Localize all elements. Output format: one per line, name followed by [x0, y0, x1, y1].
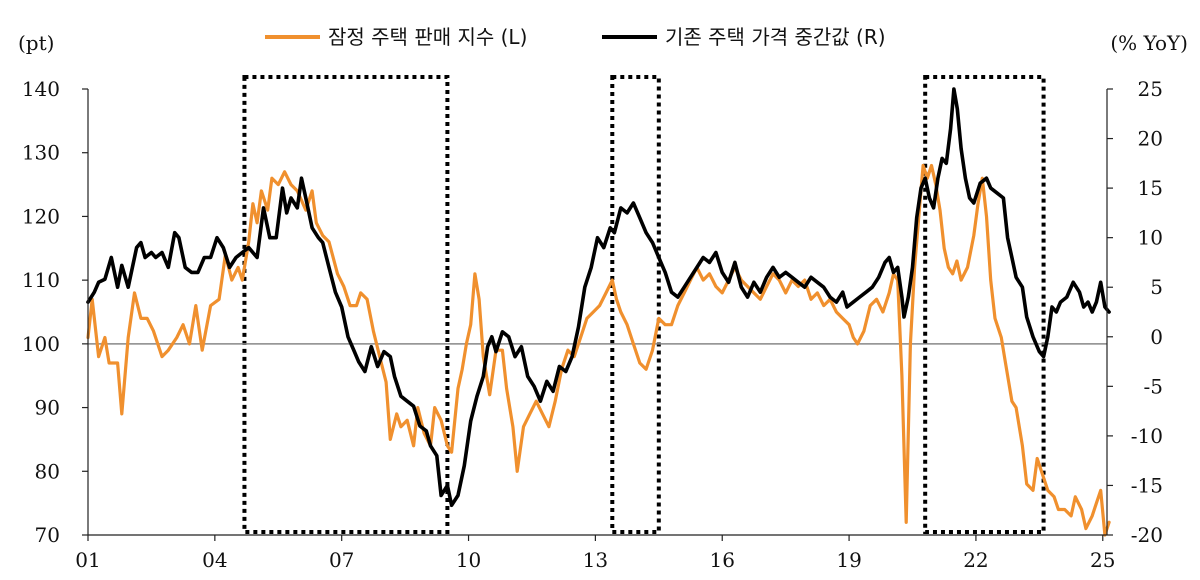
x-tick-label: 07: [329, 548, 354, 572]
highlight-box-0: [242, 75, 450, 534]
plot-lines: [86, 87, 1111, 537]
x-tick-label: 22: [963, 548, 988, 572]
right-tick-label: 25: [1138, 77, 1163, 101]
right-tick-label: 0: [1150, 325, 1163, 349]
left-tick-label: 120: [22, 204, 60, 228]
highlight-box-1: [610, 75, 661, 534]
right-tick-label: 20: [1138, 127, 1163, 151]
left-tick-label: 110: [22, 268, 60, 292]
highlight-boxes: [242, 75, 1046, 534]
right-tick-label: -15: [1131, 473, 1163, 497]
x-tick-label: 16: [710, 548, 735, 572]
x-tick-label: 01: [75, 548, 100, 572]
right-axis-unit: (% YoY): [1110, 31, 1188, 55]
series-line-median-price: [86, 87, 1111, 508]
right-tick-label: 5: [1150, 275, 1163, 299]
right-tick-label: -10: [1131, 424, 1163, 448]
right-tick-label: -20: [1131, 523, 1163, 547]
legend-label-median-price: 기존 주택 가격 중간값 (R): [665, 25, 886, 49]
left-tick-label: 80: [35, 459, 60, 483]
x-tick-label: 13: [583, 548, 608, 572]
legend-label-pending-sales: 잠정 주택 판매 지수 (L): [328, 25, 527, 49]
x-tick-label: 19: [836, 548, 861, 572]
x-tick-label: 04: [202, 548, 227, 572]
right-tick-label: -5: [1144, 374, 1163, 398]
axes: 70 80 90 100 110 120 130 140 -20 -15 -10 -5 0 5 10 15 20…: [22, 77, 1163, 572]
left-tick-label: 90: [35, 396, 60, 420]
series-line-pending-sales: [86, 163, 1111, 537]
left-axis-unit: (pt): [18, 31, 54, 55]
left-tick-label: 100: [22, 332, 60, 356]
right-tick-label: 10: [1138, 226, 1163, 250]
left-tick-label: 140: [22, 77, 60, 101]
legend: 잠정 주택 판매 지수 (L) 기존 주택 가격 중간값 (R): [265, 25, 886, 49]
left-tick-label: 70: [35, 523, 60, 547]
x-tick-label: 25: [1090, 548, 1115, 572]
left-tick-label: 130: [22, 141, 60, 165]
x-tick-label: 10: [456, 548, 481, 572]
right-tick-label: 15: [1138, 176, 1163, 200]
highlight-box-2: [923, 75, 1046, 534]
